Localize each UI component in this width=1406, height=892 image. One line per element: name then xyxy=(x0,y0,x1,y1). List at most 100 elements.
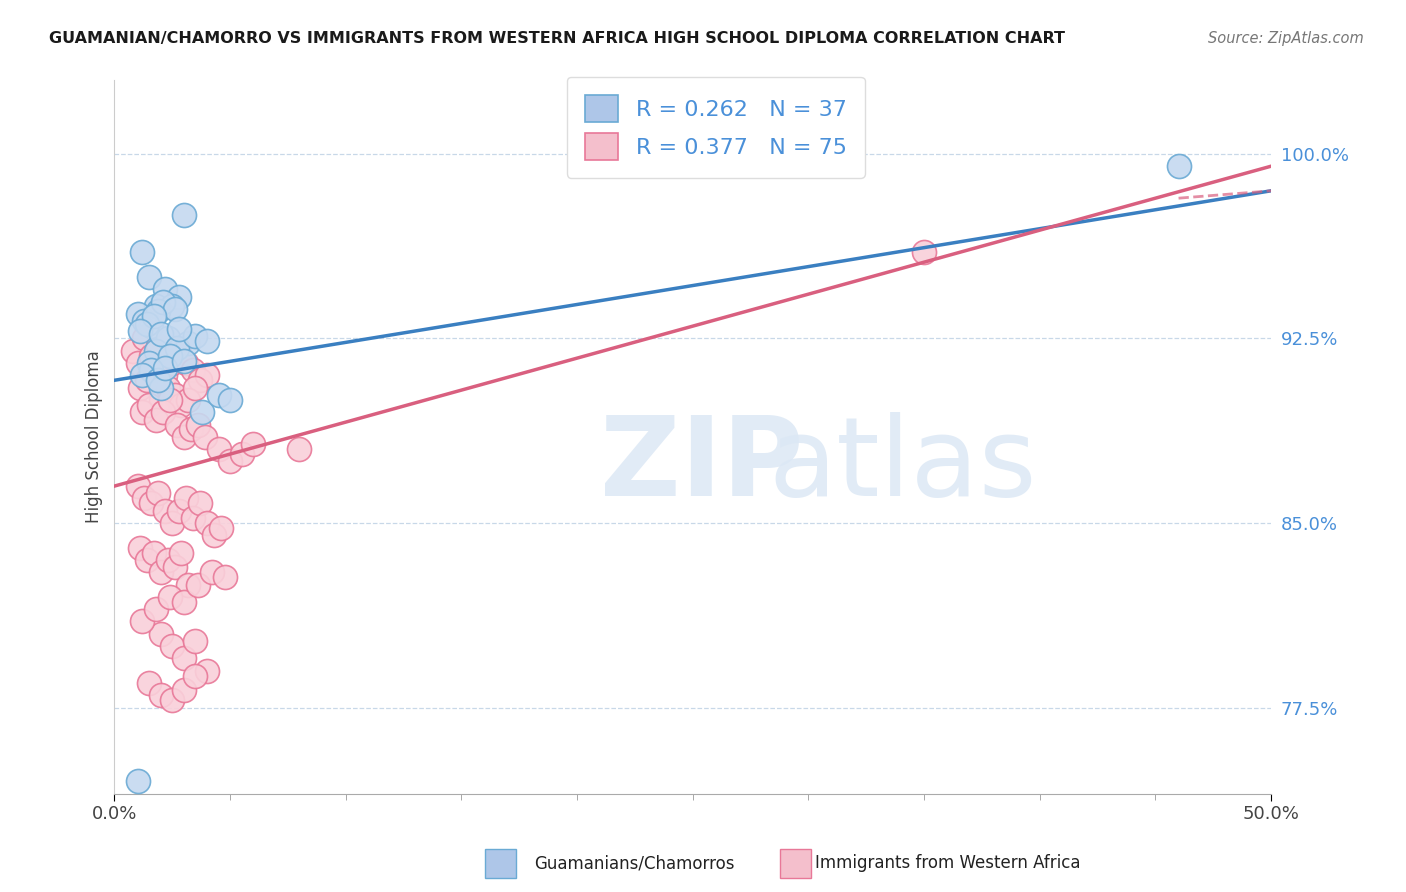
Point xyxy=(163,560,186,574)
Point xyxy=(145,343,167,358)
Point xyxy=(138,356,160,370)
Point xyxy=(127,356,149,370)
Point xyxy=(207,388,229,402)
Point xyxy=(141,363,163,377)
Point xyxy=(173,208,195,222)
Point xyxy=(148,373,170,387)
Point xyxy=(173,353,195,368)
Point xyxy=(162,639,184,653)
Point xyxy=(187,417,209,432)
Point xyxy=(195,516,218,530)
Point xyxy=(188,373,211,387)
Point xyxy=(184,329,207,343)
Text: Source: ZipAtlas.com: Source: ZipAtlas.com xyxy=(1208,31,1364,46)
Point xyxy=(166,417,188,432)
Point xyxy=(141,319,163,334)
Point xyxy=(148,304,170,318)
Point xyxy=(162,356,184,370)
Point xyxy=(149,626,172,640)
Point xyxy=(128,541,150,555)
Point xyxy=(148,486,170,500)
Point xyxy=(195,334,218,348)
Point xyxy=(141,349,163,363)
Point xyxy=(167,321,190,335)
Legend: R = 0.262   N = 37, R = 0.377   N = 75: R = 0.262 N = 37, R = 0.377 N = 75 xyxy=(567,77,865,178)
Point xyxy=(200,565,222,579)
Text: Immigrants from Western Africa: Immigrants from Western Africa xyxy=(815,855,1081,872)
Point xyxy=(135,317,157,331)
Text: ZIP: ZIP xyxy=(600,412,804,519)
Point xyxy=(177,336,200,351)
Point xyxy=(152,405,174,419)
Point xyxy=(142,310,165,324)
Point xyxy=(155,368,177,383)
Point xyxy=(163,388,186,402)
Point xyxy=(149,688,172,702)
Point xyxy=(159,349,181,363)
Point xyxy=(173,683,195,698)
Point xyxy=(134,491,156,506)
Point xyxy=(177,392,200,407)
Point xyxy=(162,516,184,530)
Point xyxy=(163,301,186,316)
Point xyxy=(149,381,172,395)
Point xyxy=(177,577,200,591)
Point xyxy=(156,381,179,395)
Point xyxy=(173,430,195,444)
Point xyxy=(191,405,214,419)
Point xyxy=(167,343,190,358)
Point xyxy=(127,479,149,493)
Point xyxy=(207,442,229,457)
Text: GUAMANIAN/CHAMORRO VS IMMIGRANTS FROM WESTERN AFRICA HIGH SCHOOL DIPLOMA CORRELA: GUAMANIAN/CHAMORRO VS IMMIGRANTS FROM WE… xyxy=(49,31,1066,46)
Point xyxy=(149,326,172,341)
Point xyxy=(184,381,207,395)
Point xyxy=(187,577,209,591)
Point xyxy=(122,343,145,358)
Point xyxy=(162,300,184,314)
Point xyxy=(195,664,218,678)
Point xyxy=(134,314,156,328)
Point xyxy=(195,368,218,383)
Point xyxy=(127,307,149,321)
Point xyxy=(184,634,207,648)
Text: atlas: atlas xyxy=(768,412,1036,519)
Point xyxy=(288,442,311,457)
Point xyxy=(174,356,197,370)
Point xyxy=(128,381,150,395)
Point xyxy=(131,368,153,383)
Point xyxy=(131,245,153,260)
Point xyxy=(155,504,177,518)
Point xyxy=(127,774,149,789)
Point xyxy=(131,615,153,629)
Point xyxy=(155,282,177,296)
Point xyxy=(188,496,211,510)
Point xyxy=(142,363,165,377)
Text: Guamanians/Chamorros: Guamanians/Chamorros xyxy=(534,855,735,872)
Point xyxy=(231,447,253,461)
Point xyxy=(219,392,242,407)
Point xyxy=(156,331,179,345)
Point xyxy=(131,405,153,419)
Point xyxy=(219,454,242,468)
Point xyxy=(194,430,217,444)
Point xyxy=(170,398,193,412)
Point xyxy=(170,545,193,559)
Point xyxy=(128,324,150,338)
Point xyxy=(181,511,204,525)
Point xyxy=(174,491,197,506)
Point xyxy=(181,363,204,377)
Point xyxy=(242,437,264,451)
Point xyxy=(912,245,935,260)
Point xyxy=(134,331,156,345)
Point xyxy=(138,398,160,412)
Point xyxy=(162,693,184,707)
Point xyxy=(159,392,181,407)
Point xyxy=(173,595,195,609)
Point xyxy=(202,528,225,542)
Point xyxy=(135,553,157,567)
Point xyxy=(141,496,163,510)
Point xyxy=(1167,159,1189,173)
Point xyxy=(148,339,170,353)
Point xyxy=(138,676,160,690)
Point xyxy=(173,651,195,665)
